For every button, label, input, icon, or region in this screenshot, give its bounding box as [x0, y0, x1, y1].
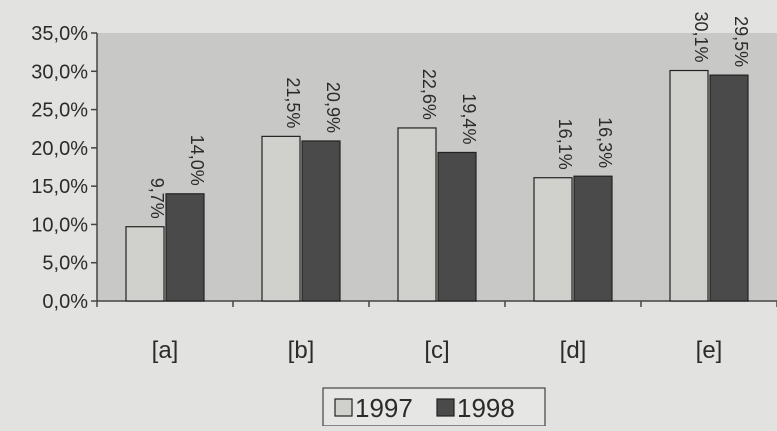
data-label: 19,4% — [459, 93, 479, 144]
category-label: [a] — [152, 337, 179, 364]
data-label: 9,7% — [147, 178, 167, 219]
legend-label: 1997 — [355, 393, 413, 423]
bar-1997 — [533, 177, 573, 302]
bar-1997 — [669, 69, 709, 302]
legend-box — [322, 387, 546, 427]
bar-1998 — [709, 74, 749, 302]
y-tick-label: 5,0% — [42, 253, 88, 275]
bar-1998 — [165, 193, 205, 302]
data-label: 20,9% — [323, 82, 343, 133]
data-label: 29,5% — [731, 16, 751, 67]
y-axis: 0,0% 5,0% 10,0% 15,0% 20,0% 25,0% 30,0% 35,0% — [31, 23, 98, 313]
legend-swatch-1998 — [436, 398, 455, 417]
y-tick-label: 35,0% — [31, 23, 88, 45]
data-label: 16,1% — [555, 119, 575, 170]
data-label: 21,5% — [283, 77, 303, 128]
y-tick-label: 10,0% — [31, 214, 88, 236]
plot-area — [97, 33, 777, 301]
y-tick-label: 25,0% — [31, 100, 88, 122]
data-label: 22,6% — [419, 69, 439, 120]
y-tick-label: 20,0% — [31, 138, 88, 160]
data-label: 30,1% — [691, 11, 711, 62]
category-label: [b] — [288, 337, 315, 364]
legend-swatch-1997 — [334, 398, 353, 417]
legend: 1997 1998 — [322, 387, 546, 427]
category-label: [e] — [696, 337, 723, 364]
bar-1997 — [125, 226, 165, 302]
legend-label: 1998 — [457, 393, 515, 423]
y-tick-label: 0,0% — [42, 291, 88, 313]
y-tick-label: 30,0% — [31, 61, 88, 83]
bar-1998 — [301, 140, 341, 302]
bar-1997 — [397, 127, 437, 302]
data-label: 16,3% — [595, 117, 615, 168]
category-label: [d] — [560, 337, 587, 364]
bar-1998 — [573, 175, 613, 302]
x-axis: [a] [b] [c] [d] [e] — [96, 300, 777, 364]
y-tick-label: 15,0% — [31, 176, 88, 198]
data-labels: 9,7% 14,0% 21,5% 20,9% 22,6% 19,4% 16,1% 16,3% 3… — [147, 11, 751, 218]
data-label: 14,0% — [187, 135, 207, 186]
bars — [125, 69, 749, 302]
bar-1997 — [261, 135, 301, 302]
bar-1998 — [437, 151, 477, 302]
category-label: [c] — [424, 337, 449, 364]
